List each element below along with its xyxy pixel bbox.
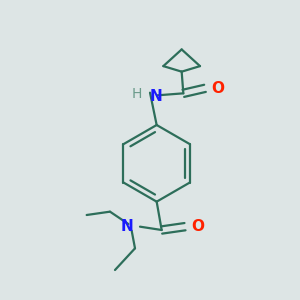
Text: O: O [211,81,224,96]
Text: N: N [121,219,133,234]
Text: N: N [150,89,163,104]
Text: H: H [131,87,142,101]
Text: O: O [191,219,204,234]
